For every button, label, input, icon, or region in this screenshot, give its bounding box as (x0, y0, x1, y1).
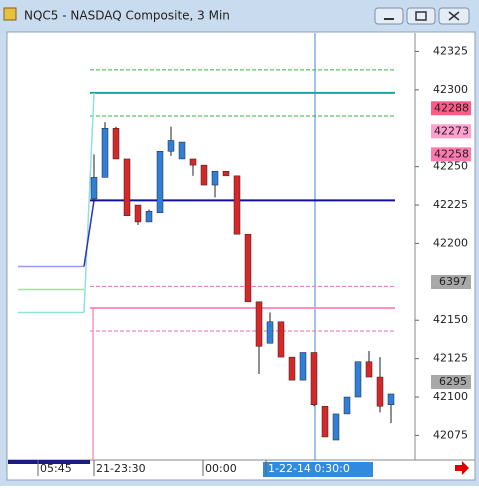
candle-body (332, 413, 340, 441)
other-marker-label: 6295 (439, 375, 467, 388)
candle-body (222, 170, 230, 177)
candle-body (189, 158, 197, 166)
candle-body (244, 233, 252, 303)
candle-body (156, 151, 164, 213)
candle-body (134, 204, 142, 223)
candle-body (299, 352, 307, 381)
other-marker (431, 275, 471, 289)
maximize-button[interactable] (406, 7, 436, 25)
time-label: 21-23:30 (96, 462, 146, 475)
candle-body (90, 177, 98, 200)
window-buttons[interactable] (374, 7, 470, 25)
other-marker (431, 375, 471, 389)
window-title: NQC5 - NASDAQ Composite, 3 Min (24, 9, 230, 23)
minimize-button[interactable] (374, 7, 404, 25)
candle-body (376, 376, 384, 407)
other-marker-label: 6397 (439, 275, 467, 288)
candle-body (387, 393, 395, 405)
price-marker-label: 42273 (434, 124, 469, 137)
candle-body (233, 175, 241, 235)
candle-body (266, 321, 274, 344)
candle-body (145, 210, 153, 223)
time-label: 1-22-14 0:30:0 (268, 462, 350, 475)
y-tick-label: 42325 (433, 44, 468, 57)
candle-body (200, 164, 208, 186)
candle-body (321, 405, 329, 438)
candle-body (365, 361, 373, 378)
candle-body (310, 352, 318, 405)
price-marker-label: 42288 (434, 101, 469, 114)
y-tick-label: 42300 (433, 83, 468, 96)
candle-body (178, 141, 186, 160)
range-edge (83, 92, 95, 313)
y-tick-label: 42075 (433, 428, 468, 441)
y-tick-label: 42150 (433, 313, 468, 326)
y-tick-label: 42225 (433, 198, 468, 211)
scroll-arrow[interactable] (455, 461, 469, 475)
candle-body (211, 170, 219, 186)
time-label: 00:00 (205, 462, 237, 475)
time-cursor-box (263, 462, 373, 477)
price-marker (431, 101, 471, 116)
candle-body (343, 396, 351, 415)
candle-body (123, 158, 131, 217)
candle-body (288, 356, 296, 381)
candle-body (354, 361, 362, 398)
candle-body (277, 321, 285, 358)
range-edge (83, 200, 95, 267)
app-icon (3, 7, 17, 21)
price-marker (431, 124, 471, 139)
y-tick-label: 42125 (433, 352, 468, 365)
candle-body (112, 127, 120, 160)
y-tick-label: 42200 (433, 236, 468, 249)
session-bar (8, 460, 90, 464)
price-marker-label: 42258 (434, 147, 469, 160)
price-marker (431, 147, 471, 162)
candle-body (167, 140, 175, 152)
candle-body (101, 127, 109, 178)
y-tick-label: 42250 (433, 160, 468, 173)
y-tick-label: 42100 (433, 390, 468, 403)
candle-body (255, 301, 263, 347)
time-label: 05:45 (40, 462, 72, 475)
chart-panel (6, 31, 476, 481)
